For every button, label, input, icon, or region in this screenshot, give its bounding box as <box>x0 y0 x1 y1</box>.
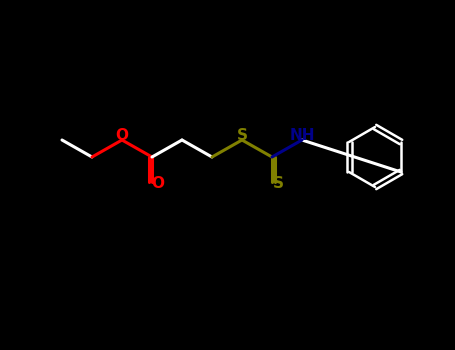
Text: O: O <box>152 176 165 191</box>
Text: NH: NH <box>289 127 315 142</box>
Text: O: O <box>116 127 128 142</box>
Text: S: S <box>237 127 248 142</box>
Text: S: S <box>273 176 283 191</box>
